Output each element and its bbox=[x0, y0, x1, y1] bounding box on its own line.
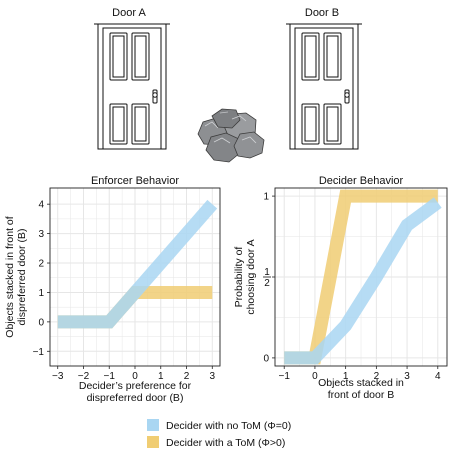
enforcer-xlabel-line-2: dispreferred door (B) bbox=[87, 392, 184, 404]
decider-xtick-label: −1 bbox=[279, 371, 291, 382]
door-a-label: Door A bbox=[112, 7, 146, 19]
decider-xlabel-line-1: Objects stacked in bbox=[318, 377, 404, 389]
enforcer-xlabel-line-1: Decider’s preference for bbox=[79, 380, 192, 392]
door-a-icon bbox=[94, 23, 170, 150]
enforcer-ytick-label: 2 bbox=[38, 259, 44, 270]
decider-xtick-label: 1 bbox=[343, 371, 349, 382]
decider-series-no-tom bbox=[284, 197, 442, 365]
rock-pile-icon bbox=[197, 108, 265, 163]
enforcer-xtick-label: −3 bbox=[52, 371, 64, 382]
enforcer-xtick-label: 1 bbox=[158, 371, 164, 382]
legend-swatch-tom bbox=[147, 436, 159, 448]
door-b-label: Door B bbox=[305, 7, 339, 19]
decider-ytick-label-denominator: 2 bbox=[264, 278, 270, 289]
legend-label-tom: Decider with a ToM (Φ>0) bbox=[166, 437, 285, 449]
decider-series bbox=[284, 189, 442, 365]
decider-xtick-label: 3 bbox=[404, 371, 410, 382]
enforcer-ytick-label: 4 bbox=[38, 200, 44, 211]
decider-ylabel-line-1: Probability of bbox=[233, 247, 245, 308]
enforcer-chart: −3 −2 −1 0 1 2 3 −1 0 1 2 3 4 Enforcer Behavior Deci… bbox=[4, 175, 221, 404]
enforcer-ticks: −3 −2 −1 0 1 2 3 −1 0 1 2 3 4 bbox=[33, 200, 216, 382]
enforcer-title: Enforcer Behavior bbox=[91, 175, 179, 187]
enforcer-ytick-label: 0 bbox=[38, 317, 44, 328]
enforcer-ylabel-line-2: dispreferred door (B) bbox=[16, 229, 28, 326]
enforcer-xtick-label: 2 bbox=[184, 371, 190, 382]
decider-ytick-label: 0 bbox=[263, 353, 269, 364]
legend-label-no-tom: Decider with no ToM (Φ=0) bbox=[166, 420, 291, 432]
decider-xtick-label: 2 bbox=[374, 371, 380, 382]
enforcer-xtick-label: 3 bbox=[209, 371, 215, 382]
decider-ytick-label-numerator: 1 bbox=[264, 267, 270, 278]
decider-ytick-label: 1 bbox=[263, 192, 269, 203]
decider-xtick-label: 0 bbox=[312, 371, 318, 382]
enforcer-ytick-label: 1 bbox=[38, 288, 44, 299]
enforcer-ylabel-line-1: Objects stacked in front of bbox=[4, 216, 16, 337]
door-b-icon bbox=[286, 23, 362, 150]
decider-ylabel-line-2: choosing door A bbox=[245, 239, 257, 314]
enforcer-ytick-label: 3 bbox=[38, 229, 44, 240]
enforcer-series-no-tom bbox=[57, 199, 218, 329]
enforcer-ytick-label: −1 bbox=[33, 347, 45, 358]
enforcer-xtick-label: 0 bbox=[132, 371, 138, 382]
enforcer-xtick-label: −1 bbox=[104, 371, 116, 382]
decider-grid bbox=[275, 188, 447, 366]
enforcer-xtick-label: −2 bbox=[78, 371, 90, 382]
decider-title: Decider Behavior bbox=[319, 175, 404, 187]
legend: Decider with no ToM (Φ=0) Decider with a… bbox=[147, 419, 291, 449]
decider-xlabel-line-2: front of door B bbox=[328, 389, 395, 401]
legend-swatch-no-tom bbox=[147, 419, 159, 431]
decider-xtick-label: 4 bbox=[435, 371, 441, 382]
enforcer-series bbox=[57, 199, 218, 329]
